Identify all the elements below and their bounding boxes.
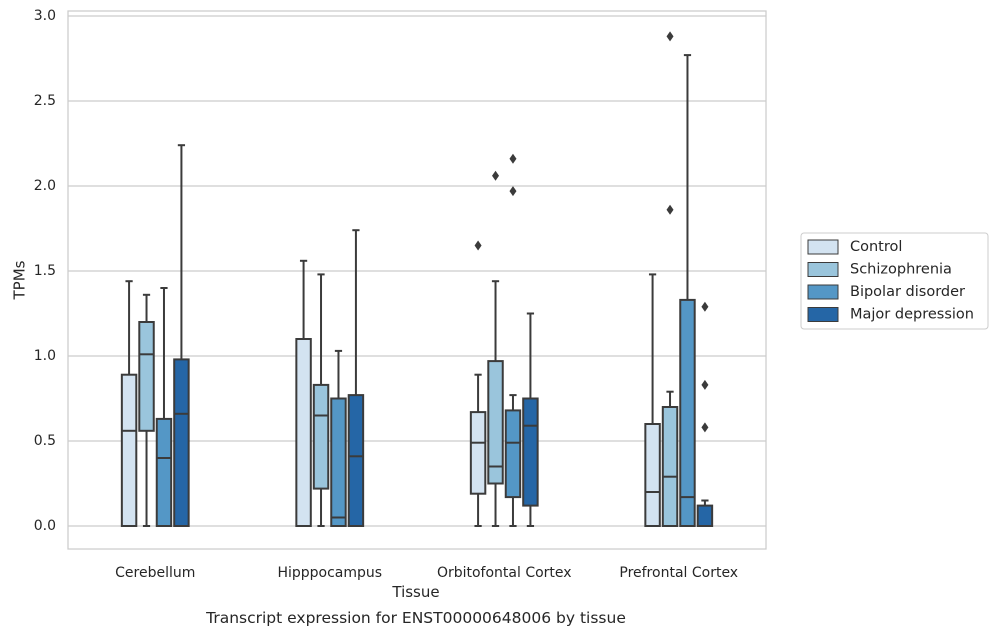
y-axis-ticks: 0.0 0.5 1.0 1.5 2.0 2.5 3.0	[34, 8, 56, 534]
box	[155, 417, 173, 527]
box	[487, 360, 504, 485]
plot-area-frame	[67, 10, 767, 550]
x-axis-label: Tissue	[391, 583, 439, 601]
legend-frame	[800, 232, 989, 330]
box	[644, 423, 661, 527]
box-series	[120, 31, 714, 528]
x-tick-label: Orbitofontal Cortex	[437, 565, 572, 581]
y-axis-label: TPMs	[11, 260, 29, 300]
outlier-point	[701, 422, 709, 433]
box	[295, 338, 312, 527]
y-tick-label: 0.5	[34, 433, 56, 449]
box	[330, 397, 347, 527]
legend-swatch	[807, 307, 839, 322]
box	[120, 373, 138, 528]
series-schizophrenia	[138, 31, 679, 527]
box	[522, 397, 539, 507]
outlier-point	[474, 240, 482, 251]
outlier-point	[666, 204, 674, 215]
x-tick-label: Cerebellum	[115, 565, 195, 581]
box	[661, 406, 679, 527]
y-tick-label: 3.0	[34, 8, 56, 24]
chart-caption: Transcript expression for ENST0000064800…	[205, 609, 626, 627]
x-axis-ticks: Cerebellum Hipppocampus Orbitofontal Corte…	[115, 565, 738, 581]
series-bipolar-disorder	[155, 54, 696, 527]
outlier-point	[701, 379, 709, 390]
outlier-point	[509, 186, 517, 197]
y-tick-label: 1.5	[34, 263, 56, 279]
legend-label: Schizophrenia	[850, 262, 952, 278]
box	[504, 409, 522, 499]
legend-swatch	[807, 262, 839, 277]
x-tick-label: Hipppocampus	[277, 565, 382, 581]
legend-label: Control	[850, 239, 902, 255]
legend-swatch	[807, 284, 839, 300]
gridlines	[68, 15, 766, 527]
series-control	[120, 240, 661, 528]
y-tick-label: 0.0	[34, 518, 56, 534]
y-tick-label: 2.5	[34, 93, 56, 109]
box	[312, 383, 330, 490]
x-tick-label: Prefrontal Cortex	[619, 565, 738, 581]
box	[347, 394, 365, 527]
legend-label: Bipolar disorder	[850, 284, 965, 300]
legend-swatch	[807, 239, 839, 255]
box	[173, 358, 190, 527]
legend-label: Major depression	[850, 307, 974, 323]
y-tick-label: 1.0	[34, 348, 56, 364]
box	[679, 298, 696, 527]
series-major-depression	[173, 144, 714, 528]
box	[696, 504, 714, 528]
outlier-point	[666, 31, 674, 42]
y-tick-label: 2.0	[34, 178, 56, 194]
outlier-point	[492, 170, 500, 181]
box	[469, 411, 487, 495]
outlier-point	[701, 301, 709, 312]
legend: Control Schizophrenia Bipolar disorder Majo…	[800, 232, 989, 330]
outlier-point	[509, 153, 517, 164]
box	[138, 321, 155, 432]
